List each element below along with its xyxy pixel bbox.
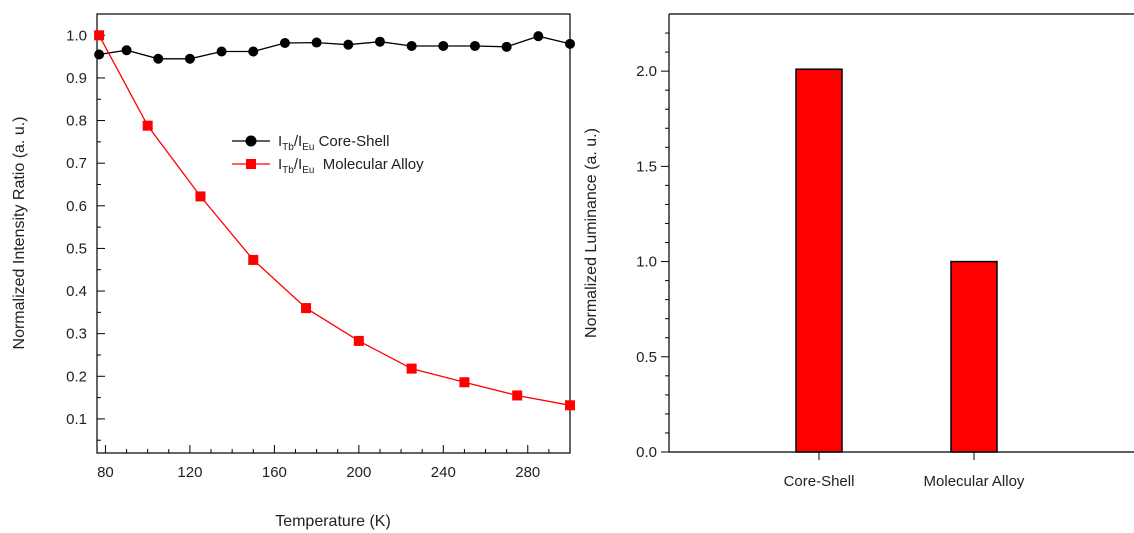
series-0-point xyxy=(248,46,259,57)
series-1-point xyxy=(512,390,523,401)
series-line-0 xyxy=(98,35,571,60)
series-1-point xyxy=(459,377,470,388)
left-x-tick-label: 280 xyxy=(515,464,540,481)
series-1-point xyxy=(565,400,575,411)
series-0-point xyxy=(469,40,480,51)
left-x-tick-label: 120 xyxy=(177,464,202,481)
legend-entry-molecular-alloy: ITb/IEu Molecular Alloy xyxy=(232,156,424,176)
legend-marker-molecular-alloy xyxy=(246,159,256,169)
series-0-point xyxy=(565,38,575,49)
series-0-point xyxy=(438,40,449,51)
series-0-point xyxy=(94,49,105,60)
series-0-point xyxy=(406,40,417,51)
legend-alloy-rest: Molecular Alloy xyxy=(314,156,424,173)
right-bar-chart: 0.0 0.5 1.0 1.5 2.0 Core-Shell Molecular Allo… xyxy=(583,13,1134,490)
series-0-point xyxy=(121,45,132,56)
right-x-tick-label: Core-Shell xyxy=(784,473,855,490)
left-y-tick-label: 0.9 xyxy=(66,70,87,87)
legend-core-shell-slash: /I xyxy=(294,133,302,150)
legend-label-molecular-alloy: ITb/IEu Molecular Alloy xyxy=(278,156,424,176)
right-x-tick-label: Molecular Alloy xyxy=(924,473,1025,490)
left-y-tick-label: 0.6 xyxy=(66,198,87,215)
series-1-point xyxy=(301,303,312,314)
left-y-tick-label: 0.2 xyxy=(66,368,87,385)
legend-label-core-shell: ITb/IEu Core-Shell xyxy=(278,133,389,153)
left-y-tick-label: 1.0 xyxy=(66,27,87,44)
left-x-tick-label: 200 xyxy=(346,464,371,481)
bar-molecular-alloy xyxy=(950,260,998,453)
left-y-tick-label: 0.3 xyxy=(66,326,87,343)
left-x-tick-label: 80 xyxy=(97,464,114,481)
right-y-tick-label: 2.0 xyxy=(636,63,657,80)
series-0-point xyxy=(216,46,227,57)
left-y-axis-title: Normalized Intensity Ratio (a. u.) xyxy=(11,117,28,350)
legend-alloy-i1: I xyxy=(278,156,282,173)
legend-alloy-slash: /I xyxy=(294,156,302,173)
legend: ITb/IEu Core-Shell ITb/IEu Molecular All… xyxy=(232,133,424,176)
series-0-point xyxy=(374,36,385,47)
series-0-point xyxy=(533,31,544,42)
legend-marker-core-shell xyxy=(245,135,257,147)
legend-alloy-sub2: Eu xyxy=(302,165,314,176)
left-y-tick-labels: 0.1 0.2 0.3 0.4 0.5 0.6 0.7 0.8 0.9 1.0 xyxy=(66,27,87,428)
right-y-tick-label: 1.5 xyxy=(636,158,657,175)
series-0-point xyxy=(501,41,512,52)
series-1-point xyxy=(94,30,105,41)
left-y-tick-label: 0.4 xyxy=(66,283,87,300)
right-y-tick-label: 1.0 xyxy=(636,254,657,271)
series-line-1 xyxy=(98,34,571,406)
right-y-tick-label: 0.5 xyxy=(636,349,657,366)
left-x-axis-title: Temperature (K) xyxy=(275,513,391,530)
left-y-tick-label: 0.7 xyxy=(66,155,87,172)
series-0-point xyxy=(184,53,195,64)
right-y-axis-title: Normalized Luminance (a. u.) xyxy=(583,128,600,338)
series-1-point xyxy=(406,363,417,374)
bar-core-shell xyxy=(795,68,843,453)
series-0-point xyxy=(279,37,290,48)
left-x-tick-label: 160 xyxy=(262,464,287,481)
right-y-tick-labels: 0.0 0.5 1.0 1.5 2.0 xyxy=(636,63,657,461)
legend-core-shell-sub1: Tb xyxy=(282,142,294,153)
left-y-tick-label: 0.1 xyxy=(66,411,87,428)
legend-alloy-sub1: Tb xyxy=(282,165,294,176)
left-y-tick-label: 0.8 xyxy=(66,113,87,130)
series-0-point xyxy=(343,39,354,50)
left-plot-frame xyxy=(96,13,571,454)
right-axis-ticks xyxy=(661,32,975,460)
left-axis-ticks xyxy=(97,13,571,453)
left-x-tick-labels: 80 120 160 200 240 280 xyxy=(97,464,540,481)
right-x-tick-labels: Core-Shell Molecular Alloy xyxy=(784,473,1025,490)
series-1-point xyxy=(142,120,153,131)
left-x-tick-label: 240 xyxy=(431,464,456,481)
legend-core-shell-i1: I xyxy=(278,133,282,150)
legend-core-shell-rest: Core-Shell xyxy=(314,133,389,150)
left-series-group xyxy=(94,30,575,411)
left-line-chart: 80 120 160 200 240 280 0.10.20.30.40.50.60.70… xyxy=(11,13,575,530)
series-0-point xyxy=(311,37,322,48)
right-bars-group xyxy=(795,68,998,453)
series-1-point xyxy=(353,335,364,346)
series-0-point xyxy=(153,53,164,64)
series-1-point xyxy=(248,254,259,265)
legend-core-shell-sub2: Eu xyxy=(302,142,314,153)
legend-entry-core-shell: ITb/IEu Core-Shell xyxy=(232,133,389,153)
right-y-tick-label: 0.0 xyxy=(636,444,657,461)
left-y-tick-label: 0.5 xyxy=(66,240,87,257)
series-1-point xyxy=(195,191,206,202)
